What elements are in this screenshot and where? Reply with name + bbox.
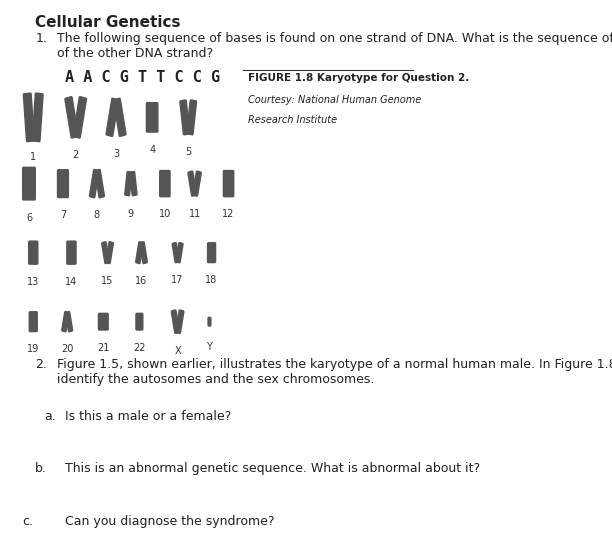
Text: Cellular Genetics: Cellular Genetics bbox=[35, 15, 181, 30]
FancyBboxPatch shape bbox=[160, 170, 165, 196]
Text: 7: 7 bbox=[60, 210, 66, 220]
FancyBboxPatch shape bbox=[65, 97, 78, 138]
FancyBboxPatch shape bbox=[171, 310, 179, 334]
Text: 9: 9 bbox=[128, 209, 134, 219]
FancyBboxPatch shape bbox=[102, 242, 110, 264]
FancyBboxPatch shape bbox=[176, 243, 183, 263]
Text: Research Institute: Research Institute bbox=[248, 114, 337, 124]
FancyBboxPatch shape bbox=[33, 312, 37, 331]
Text: c.: c. bbox=[23, 515, 34, 528]
Text: Courtesy: National Human Genome: Courtesy: National Human Genome bbox=[248, 95, 421, 105]
Text: FIGURE 1.8 Karyotype for Question 2.: FIGURE 1.8 Karyotype for Question 2. bbox=[248, 73, 469, 83]
FancyBboxPatch shape bbox=[136, 314, 140, 330]
FancyBboxPatch shape bbox=[152, 103, 158, 132]
Text: 1.: 1. bbox=[35, 32, 47, 45]
FancyBboxPatch shape bbox=[65, 311, 73, 332]
Text: This is an abnormal genetic sequence. What is abnormal about it?: This is an abnormal genetic sequence. Wh… bbox=[65, 462, 480, 476]
Text: 5: 5 bbox=[185, 147, 192, 157]
Text: a.: a. bbox=[44, 410, 56, 423]
FancyBboxPatch shape bbox=[176, 310, 184, 334]
Text: 3: 3 bbox=[113, 149, 119, 159]
FancyBboxPatch shape bbox=[136, 242, 143, 264]
Text: 10: 10 bbox=[159, 209, 171, 219]
Text: 4: 4 bbox=[149, 145, 155, 155]
Text: 19: 19 bbox=[27, 344, 39, 354]
FancyBboxPatch shape bbox=[146, 103, 152, 132]
Text: 2: 2 bbox=[73, 150, 79, 160]
FancyBboxPatch shape bbox=[62, 311, 69, 332]
FancyBboxPatch shape bbox=[63, 170, 69, 198]
FancyBboxPatch shape bbox=[33, 241, 38, 264]
FancyBboxPatch shape bbox=[188, 171, 196, 196]
FancyBboxPatch shape bbox=[106, 242, 113, 264]
FancyBboxPatch shape bbox=[67, 241, 72, 264]
FancyBboxPatch shape bbox=[228, 170, 234, 196]
FancyBboxPatch shape bbox=[130, 171, 137, 196]
FancyBboxPatch shape bbox=[102, 314, 105, 330]
FancyBboxPatch shape bbox=[140, 242, 147, 264]
Text: 13: 13 bbox=[27, 277, 39, 287]
FancyBboxPatch shape bbox=[95, 169, 105, 198]
FancyBboxPatch shape bbox=[105, 314, 108, 330]
FancyBboxPatch shape bbox=[29, 167, 35, 200]
Text: 18: 18 bbox=[206, 275, 218, 285]
FancyBboxPatch shape bbox=[180, 100, 190, 135]
FancyBboxPatch shape bbox=[29, 241, 34, 264]
FancyBboxPatch shape bbox=[223, 170, 229, 196]
Text: 20: 20 bbox=[61, 344, 73, 354]
FancyBboxPatch shape bbox=[114, 98, 126, 137]
Text: 12: 12 bbox=[222, 209, 235, 219]
FancyBboxPatch shape bbox=[172, 243, 179, 263]
Text: X: X bbox=[174, 346, 181, 356]
FancyBboxPatch shape bbox=[193, 171, 201, 196]
Text: b.: b. bbox=[35, 462, 47, 476]
Text: 22: 22 bbox=[133, 342, 146, 352]
Text: 11: 11 bbox=[188, 209, 201, 219]
Text: The following sequence of bases is found on one strand of DNA. What is the seque: The following sequence of bases is found… bbox=[56, 32, 612, 60]
Text: 21: 21 bbox=[97, 342, 110, 352]
Text: Can you diagnose the syndrome?: Can you diagnose the syndrome? bbox=[65, 515, 275, 528]
FancyBboxPatch shape bbox=[89, 169, 99, 198]
Text: A A C G T T C C G: A A C G T T C C G bbox=[65, 70, 220, 85]
FancyBboxPatch shape bbox=[32, 93, 43, 142]
Text: 16: 16 bbox=[135, 276, 147, 286]
Text: 14: 14 bbox=[65, 277, 78, 287]
Text: Is this a male or a female?: Is this a male or a female? bbox=[65, 410, 231, 423]
FancyBboxPatch shape bbox=[73, 97, 86, 138]
FancyBboxPatch shape bbox=[23, 167, 29, 200]
FancyBboxPatch shape bbox=[58, 170, 63, 198]
FancyBboxPatch shape bbox=[106, 98, 119, 137]
FancyBboxPatch shape bbox=[29, 312, 34, 331]
Text: 17: 17 bbox=[171, 275, 184, 285]
FancyBboxPatch shape bbox=[165, 170, 170, 196]
FancyBboxPatch shape bbox=[71, 241, 76, 264]
FancyBboxPatch shape bbox=[187, 100, 196, 135]
Text: 8: 8 bbox=[94, 210, 100, 220]
Text: 1: 1 bbox=[30, 152, 36, 162]
FancyBboxPatch shape bbox=[211, 243, 215, 263]
FancyBboxPatch shape bbox=[207, 243, 212, 263]
FancyBboxPatch shape bbox=[23, 93, 34, 142]
FancyBboxPatch shape bbox=[139, 314, 143, 330]
FancyBboxPatch shape bbox=[99, 314, 102, 330]
FancyBboxPatch shape bbox=[208, 317, 211, 326]
Text: Figure 1.5, shown earlier, illustrates the karyotype of a normal human male. In : Figure 1.5, shown earlier, illustrates t… bbox=[56, 357, 612, 386]
Text: 2.: 2. bbox=[35, 357, 47, 371]
Text: 6: 6 bbox=[26, 213, 32, 223]
Text: 15: 15 bbox=[102, 276, 114, 286]
Text: Y: Y bbox=[206, 342, 212, 352]
FancyBboxPatch shape bbox=[125, 171, 132, 196]
